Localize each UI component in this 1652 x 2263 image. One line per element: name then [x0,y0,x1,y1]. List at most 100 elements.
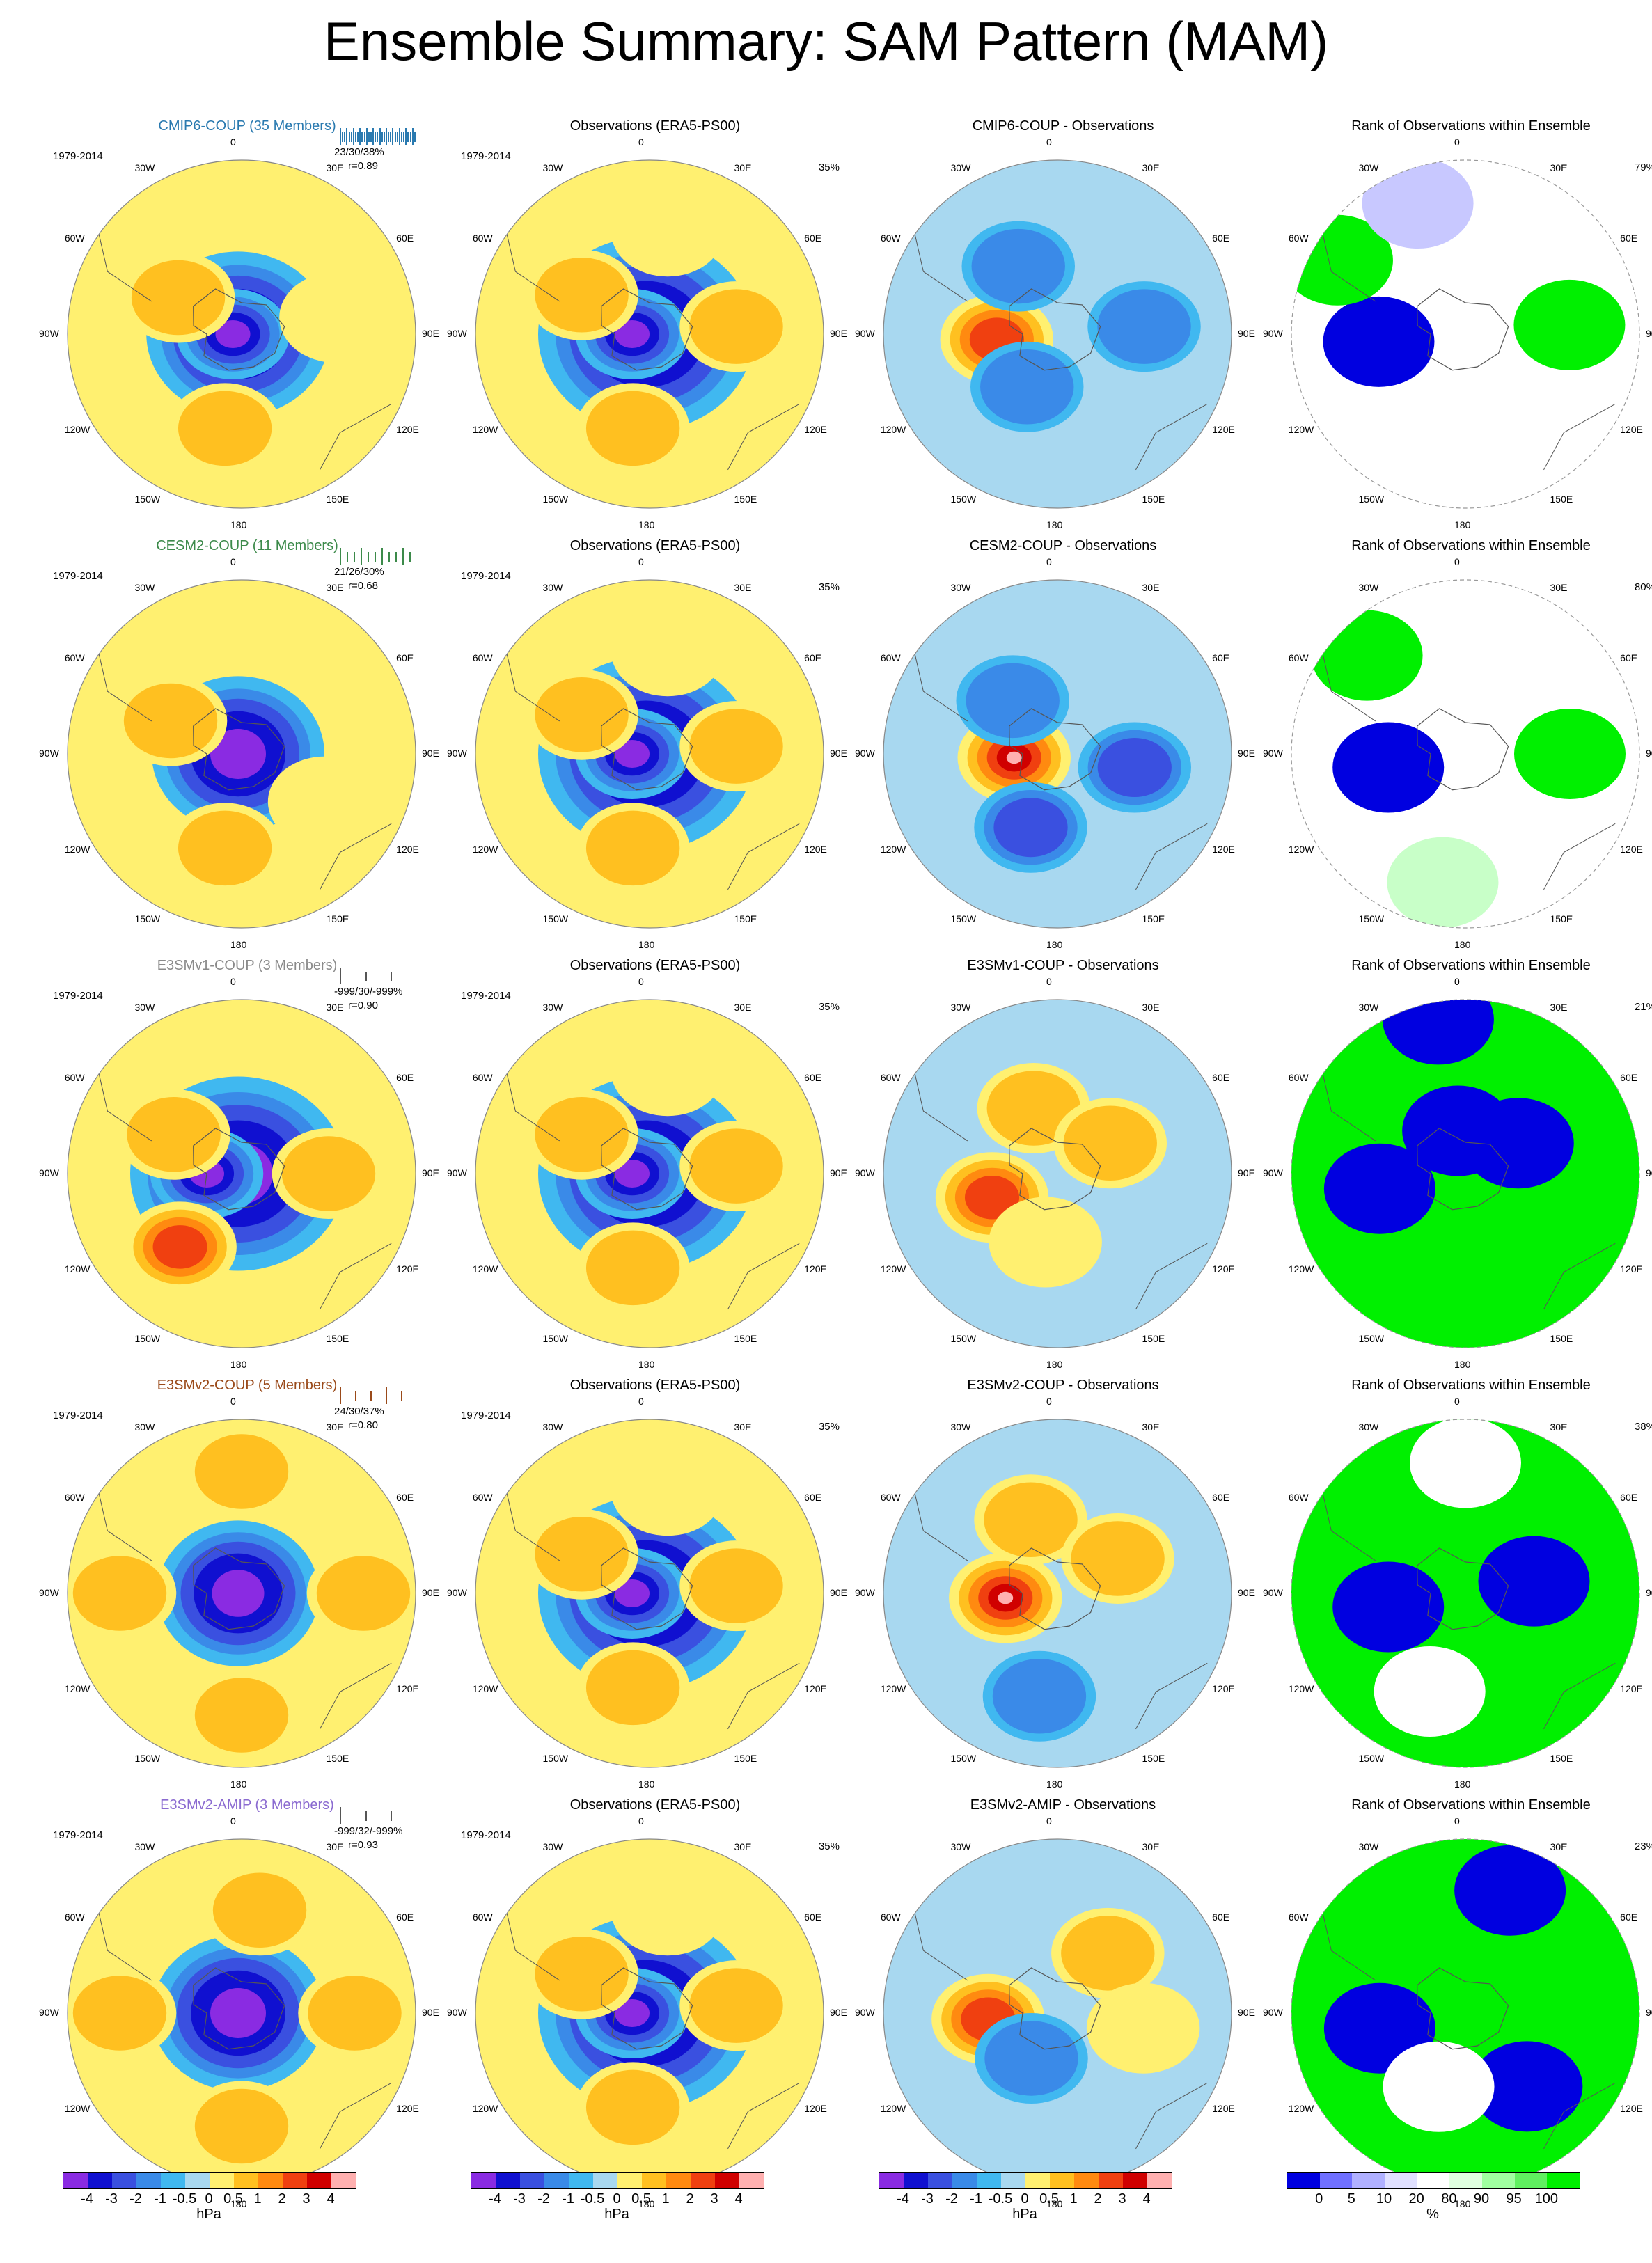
south-america-outline [1322,1493,1376,1561]
lon-label: 90W [447,1167,467,1178]
lon-label: 120E [1620,423,1643,435]
member-tick [375,132,377,142]
colorbar-swatch [1074,2173,1099,2188]
lon-label: 30W [950,161,971,173]
diff-map-0 [883,159,1232,509]
lon-label: 150E [1142,494,1165,505]
colorbar-tick: 0.5 [631,2191,651,2207]
lon-label: 90E [1238,748,1255,759]
lon-label: 90E [422,748,439,759]
map-boundary [1291,1419,1640,1768]
correlation-value: r=0.93 [348,1839,378,1851]
lon-label: 180 [1454,1359,1471,1370]
lon-label: 180 [1454,2198,1471,2209]
lon-label: 60W [472,232,493,244]
lon-label: 150W [950,494,977,505]
antarctica-outline [1417,708,1509,791]
member-tick [365,128,368,145]
australia-outline [1135,403,1208,471]
lon-label: 90W [1263,1587,1283,1598]
south-america-outline [914,1493,968,1561]
member-tick [370,1391,372,1401]
panel-title: E3SMv1-COUP (3 Members) [157,958,338,973]
model-blob-0-level-4 [215,320,251,348]
antarctica-outline [601,288,693,371]
colorbar-swatch [1384,2173,1417,2188]
diff-blob-1-level-1 [1061,1916,1155,1991]
lon-label: 150W [1358,494,1385,505]
model-low-contour-4 [212,1570,265,1617]
colorbar-swatch [1147,2173,1172,2188]
lon-label: 60W [880,1491,901,1503]
member-tick [388,132,390,142]
colorbar-tick: -2 [537,2191,550,2207]
rank-region-3 [1362,160,1474,249]
south-america-outline [98,654,152,722]
member-tick [361,548,362,565]
lon-label: 150E [734,1333,757,1345]
lon-label: 150W [134,1753,161,1765]
lon-label: 60E [804,1491,822,1503]
colorbar-tick: -0.5 [172,2191,197,2207]
lon-label: 180 [230,1779,247,1790]
obs-map-3 [475,1419,824,1768]
panel-rank-4: Rank of Observations within Ensemble 23% 0… [1263,1797,1652,2215]
colorbar-tick: 80 [1441,2191,1457,2207]
south-america-outline [506,1073,560,1142]
model-low-contour-4 [210,729,266,779]
lon-label: 0 [230,976,236,987]
lon-label: 120E [1212,2102,1235,2114]
map-boundary [1291,999,1640,1348]
colorbar-swatch [1514,2173,1548,2188]
lon-label: 60E [396,652,414,663]
colorbar-tick: -4 [897,2191,909,2207]
member-tick [340,548,341,565]
colorbar-tick: -2 [945,2191,958,2207]
obs-blob-2-level-1 [585,810,680,886]
member-tick [347,552,348,562]
lon-label: 60W [880,1071,901,1083]
lon-label: 180 [638,1779,655,1790]
australia-outline [320,823,392,890]
lon-label: 30W [950,1421,971,1433]
model-blob-2-level-3 [152,1225,207,1269]
lon-label: 180 [1046,1779,1063,1790]
rank-region-2 [1478,1536,1590,1627]
model-blob-2-level-1 [212,1872,307,1948]
member-tick [414,132,416,142]
panel-title: Observations (ERA5-PS00) [569,1797,741,1813]
member-tick [407,132,409,142]
antarctica-outline [601,1128,693,1211]
lon-label: 90E [830,1167,847,1178]
colorbar-tick: 20 [1408,2191,1424,2207]
colorbar-tick: -3 [921,2191,934,2207]
lon-label: 90E [1646,2007,1652,2018]
panel-title: Rank of Observations within Ensemble [1351,958,1591,973]
member-tick [403,132,405,142]
lon-label: 0 [1454,1815,1460,1827]
lon-label: 180 [1046,2198,1063,2209]
colorbar-swatch [234,2173,258,2188]
colorbar-tick: -3 [105,2191,118,2207]
australia-outline [1543,1243,1616,1310]
panel-obs-4: Observations (ERA5-PS00) 1979-2014 35% 0 30E… [447,1797,860,2215]
lon-label: 30W [950,1001,971,1013]
lon-label: 120E [1212,423,1235,435]
colorbar-tick: 4 [1142,2191,1151,2207]
period-label: 1979-2014 [53,990,103,1002]
lon-label: 150E [326,1753,349,1765]
obs-map-4 [475,1838,824,2188]
lon-label: 120W [472,423,498,435]
colorbar-boxes [63,2172,356,2189]
colorbar-tick: 10 [1376,2191,1392,2207]
panel-title: E3SMv2-AMIP - Observations [970,1797,1156,1813]
lon-label: 30W [542,1421,563,1433]
member-tick [352,128,354,145]
model-blob-1-level-1 [127,1097,221,1172]
lon-label: 90E [422,1167,439,1178]
australia-outline [320,2082,392,2150]
colorbar-swatch [1287,2173,1320,2188]
lon-label: 90W [855,748,875,759]
ensemble-stats: 24/30/37% [334,1405,384,1417]
lon-label: 30W [1358,1001,1379,1013]
